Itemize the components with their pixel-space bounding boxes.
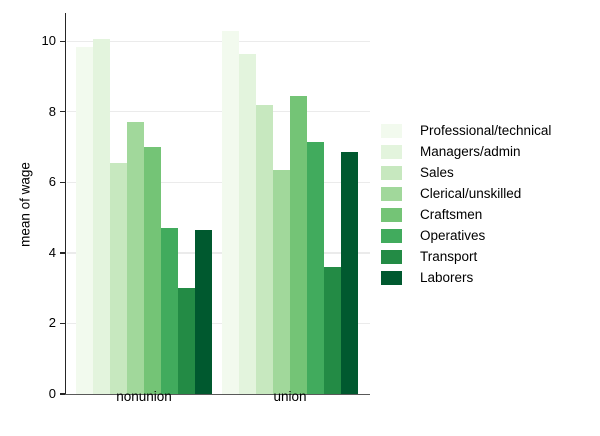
y-tick-label: 10 xyxy=(41,33,56,49)
legend-swatch-icon xyxy=(381,250,402,264)
legend-item-label: Transport xyxy=(420,249,478,264)
legend-item-label: Sales xyxy=(420,165,454,180)
legend-item-label: Clerical/unskilled xyxy=(420,186,522,201)
bar-nonunion-1 xyxy=(93,39,110,394)
gridline xyxy=(67,181,370,183)
gridline xyxy=(67,322,370,325)
legend-swatch-icon xyxy=(381,166,402,180)
y-tick-label: 2 xyxy=(48,315,56,331)
legend-item-label: Operatives xyxy=(420,228,486,243)
legend-item: Transport xyxy=(381,250,551,264)
y-tick xyxy=(60,393,65,395)
gridline xyxy=(67,111,370,113)
bar-nonunion-6 xyxy=(178,288,195,394)
x-category-label: nonunion xyxy=(116,389,172,404)
bar-union-2 xyxy=(256,104,273,394)
y-tick xyxy=(60,40,65,42)
bar-union-0 xyxy=(222,30,239,394)
legend-item: Craftsmen xyxy=(381,208,551,222)
legend-swatch-icon xyxy=(381,208,402,222)
y-tick xyxy=(60,322,65,325)
legend-item: Professional/technical xyxy=(381,124,551,138)
bar-union-7 xyxy=(341,152,358,394)
y-tick-label: 8 xyxy=(48,103,56,119)
x-category-label: union xyxy=(273,389,307,404)
y-tick xyxy=(60,252,65,254)
bar-nonunion-3 xyxy=(127,122,144,394)
bar-union-4 xyxy=(290,95,307,394)
legend-swatch-icon xyxy=(381,145,402,159)
legend-item: Managers/admin xyxy=(381,145,551,159)
bar-union-5 xyxy=(307,141,324,394)
bar-nonunion-4 xyxy=(144,147,161,394)
x-axis-line xyxy=(65,393,370,395)
legend: Professional/technical Managers/admin Sale… xyxy=(381,124,551,292)
y-tick xyxy=(60,181,65,184)
legend-swatch-icon xyxy=(381,229,402,243)
legend-swatch-icon xyxy=(381,271,402,285)
legend-item: Laborers xyxy=(381,271,551,285)
y-axis-line xyxy=(65,13,67,395)
gridline xyxy=(67,252,370,254)
bar-nonunion-5 xyxy=(161,228,178,394)
bar-union-6 xyxy=(324,267,341,394)
legend-item: Clerical/unskilled xyxy=(381,187,551,201)
y-tick-label: 4 xyxy=(48,244,56,260)
bar-nonunion-0 xyxy=(76,46,93,394)
legend-item: Sales xyxy=(381,166,551,180)
legend-item-label: Craftsmen xyxy=(420,207,483,222)
bar-union-1 xyxy=(239,53,256,394)
y-tick-label: 0 xyxy=(48,386,56,401)
legend-item: Operatives xyxy=(381,229,551,243)
legend-swatch-icon xyxy=(381,187,402,201)
legend-item-label: Managers/admin xyxy=(420,144,521,159)
gridline xyxy=(67,40,370,42)
bar-union-3 xyxy=(273,170,290,394)
legend-item-label: Professional/technical xyxy=(420,123,552,138)
bar-nonunion-7 xyxy=(195,229,212,394)
legend-item-label: Laborers xyxy=(420,270,474,285)
y-tick xyxy=(60,111,65,113)
legend-swatch-icon xyxy=(381,124,402,138)
y-tick-label: 6 xyxy=(48,174,56,190)
bar-nonunion-2 xyxy=(110,162,127,394)
plot-area: 0 2 4 6 8 10 xyxy=(42,13,370,401)
